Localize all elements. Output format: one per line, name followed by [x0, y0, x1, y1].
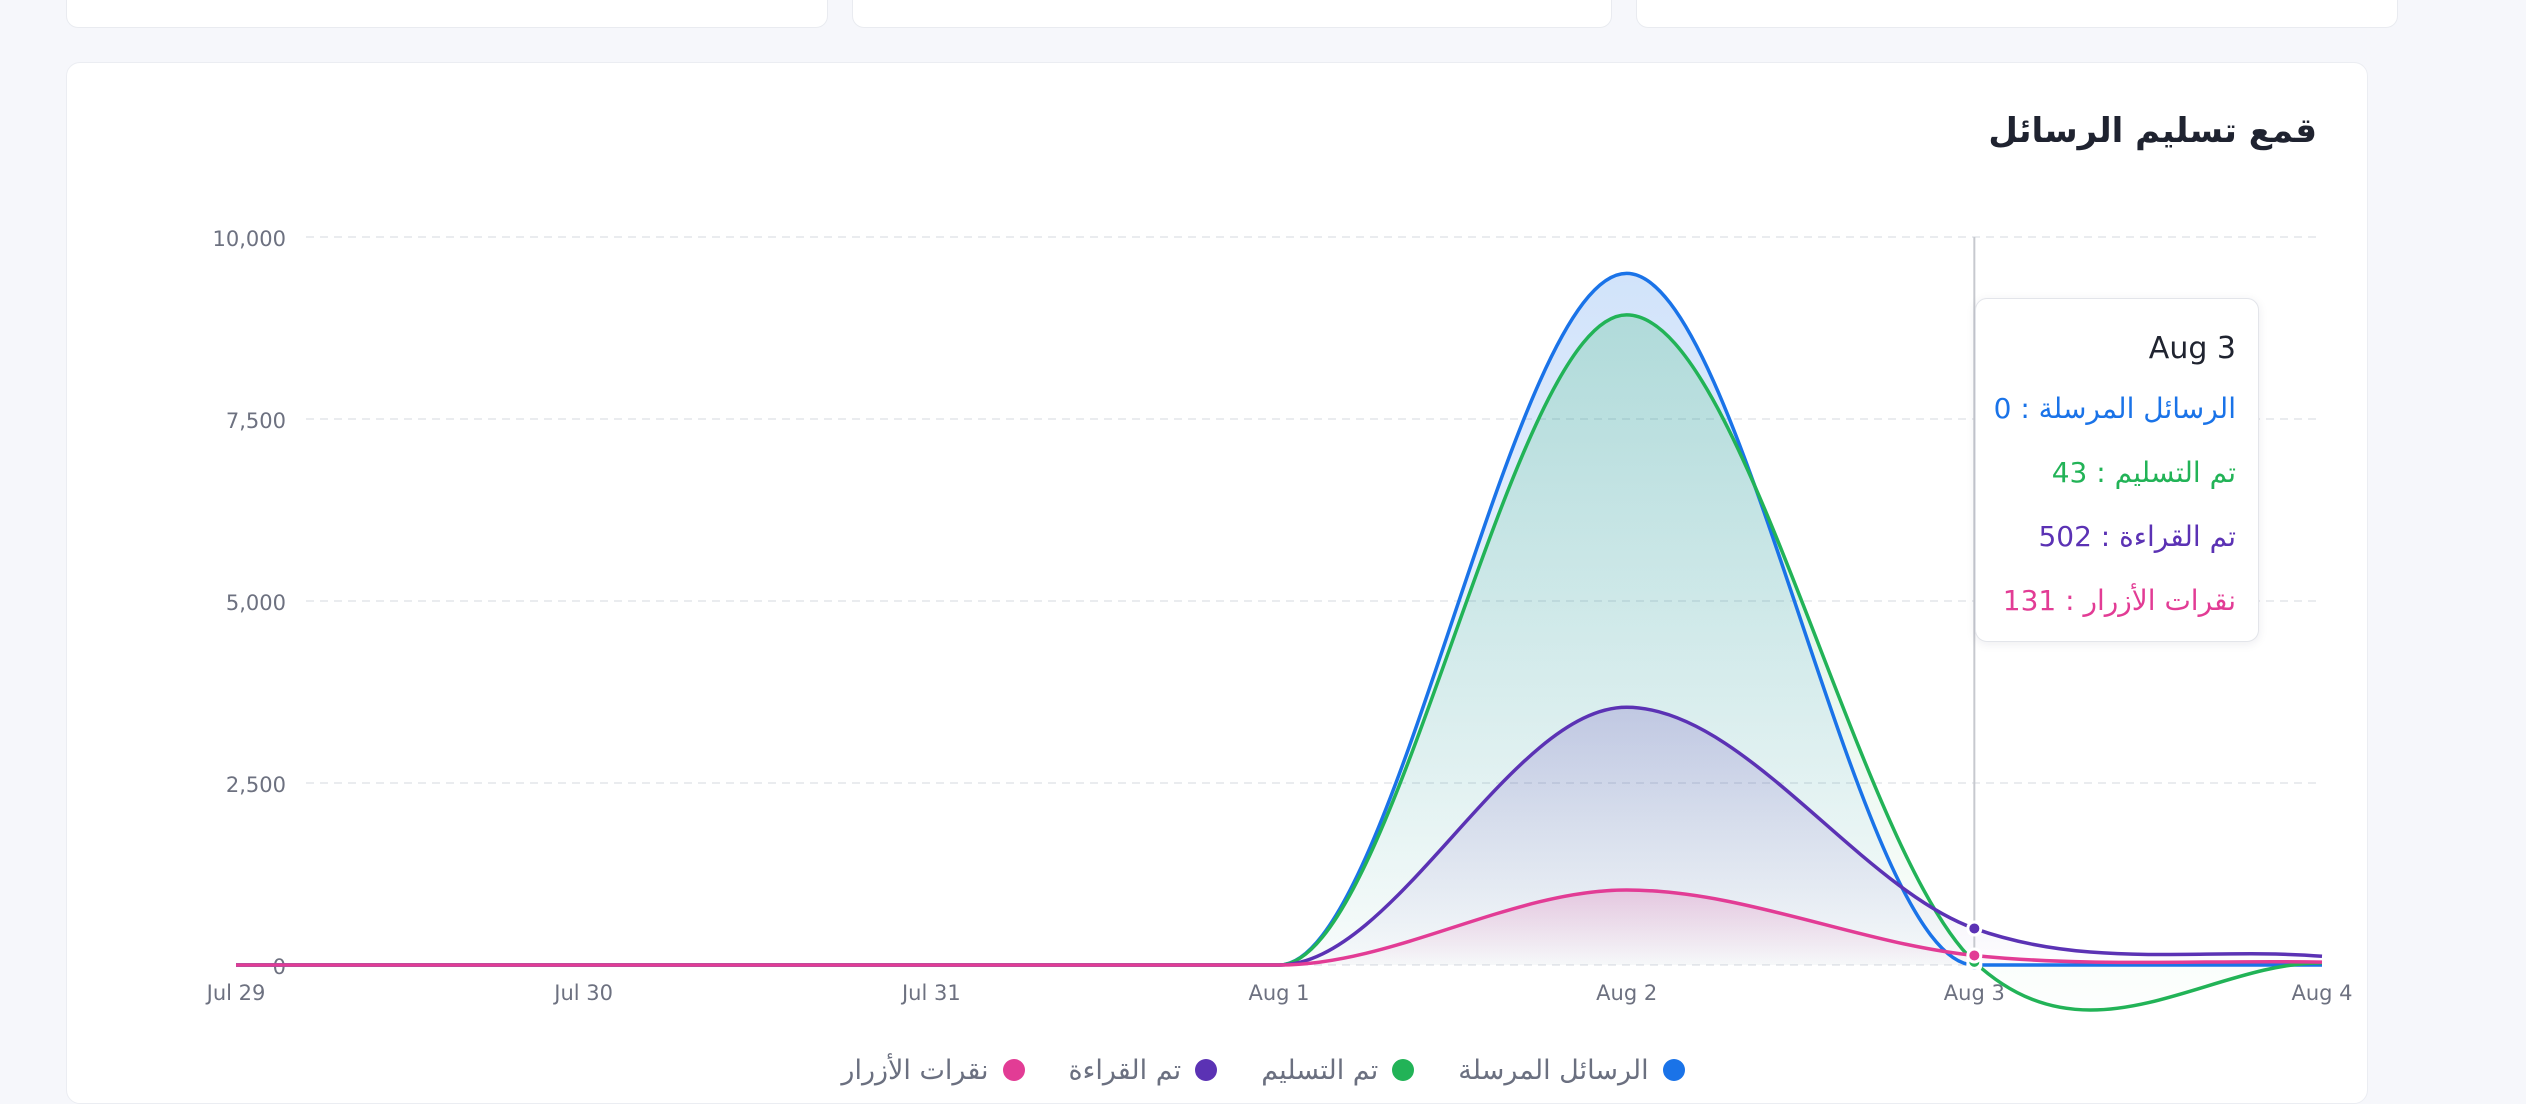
chart-legend: الرسائل المرسلة تم التسليم تم القراءة نقرات… [0, 1050, 2526, 1090]
series-line [236, 705, 2323, 967]
hover-point [1966, 920, 1983, 937]
legend-dot-icon [1662, 1059, 1685, 1081]
x-tick-label: Aug 3 [1944, 981, 2005, 1005]
legend-dot-icon [1002, 1059, 1025, 1081]
x-tick-label: Aug 2 [1596, 981, 1657, 1005]
hover-point [1966, 947, 1983, 964]
tooltip-date: Aug 3 [2148, 331, 2236, 366]
x-tick-label: Jul 31 [900, 981, 961, 1005]
legend-label: تم القراءة [1068, 1054, 1182, 1086]
summary-card [852, 0, 1612, 28]
legend-item[interactable]: الرسائل المرسلة [1458, 1050, 1685, 1090]
legend-label: تم التسليم [1261, 1054, 1379, 1086]
legend-item[interactable]: تم القراءة [1069, 1050, 1218, 1090]
tooltip-row: تم القراءة : 502 [2038, 520, 2236, 553]
tooltip-row: تم التسليم : 43 [2051, 456, 2236, 489]
summary-card [1636, 0, 2398, 28]
tooltip-row: نقرات الأزرار : 131 [2002, 584, 2236, 617]
tooltip-row: الرسائل المرسلة : 0 [1993, 392, 2236, 425]
y-tick-label: 10,000 [213, 227, 286, 251]
y-tick-label: 5,000 [226, 591, 286, 615]
y-tick-label: 2,500 [226, 773, 286, 797]
legend-item[interactable]: نقرات الأزرار [841, 1050, 1025, 1090]
legend-dot-icon [1392, 1059, 1415, 1081]
y-tick-label: 0 [273, 955, 286, 979]
chart-title: قمع تسليم الرسائل [1988, 111, 2317, 151]
funnel-area-chart: 0 2,500 5,000 7,500 10,000 Jul 29 Jul 30 Jul 31… [205, 227, 2353, 1012]
x-tick-label: Aug 1 [1248, 981, 1309, 1005]
summary-card [66, 0, 828, 28]
legend-label: نقرات الأزرار [841, 1054, 989, 1086]
series-area [236, 707, 2322, 965]
chart-tooltip: Aug 3 الرسائل المرسلة : 0 تم التسليم : 43… [1975, 298, 2259, 642]
x-tick-label: Jul 29 [205, 981, 266, 1005]
y-tick-label: 7,500 [226, 409, 286, 433]
series-area [236, 890, 2322, 965]
legend-item[interactable]: تم التسليم [1261, 1050, 1415, 1090]
legend-dot-icon [1195, 1059, 1218, 1081]
x-tick-label: Jul 30 [552, 981, 613, 1005]
x-tick-label: Aug 4 [2291, 981, 2352, 1005]
legend-label: الرسائل المرسلة [1458, 1054, 1649, 1086]
